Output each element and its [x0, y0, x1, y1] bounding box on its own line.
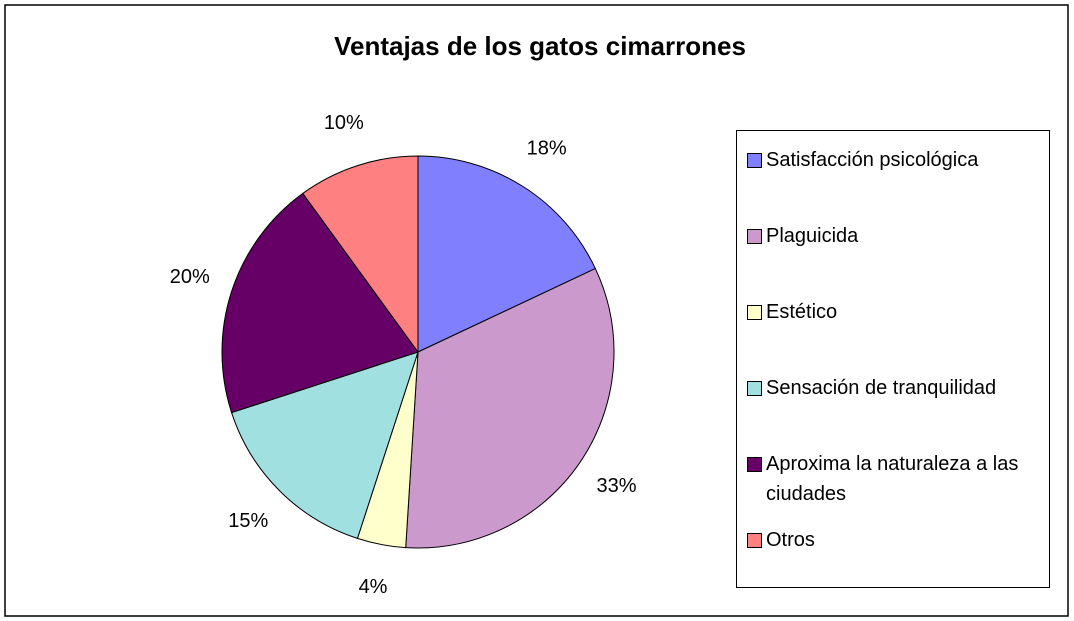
legend-item: Plaguicida: [747, 221, 1041, 297]
legend-swatch: [747, 533, 762, 548]
pie-slice: [302, 155, 419, 354]
legend-swatch: [747, 153, 762, 168]
legend-swatch: [747, 457, 762, 472]
pie-slice: [230, 351, 419, 540]
pie-slice: [221, 192, 419, 414]
legend-label: Aproxima la naturaleza a las ciudades: [766, 453, 1019, 505]
legend-label: Estético: [766, 301, 838, 323]
data-label: 4%: [359, 576, 388, 598]
legend-item: Otros: [747, 525, 1041, 601]
pie-slice: [417, 155, 597, 353]
legend-label: Otros: [766, 529, 815, 551]
legend-swatch: [747, 229, 762, 244]
legend-item: Satisfacción psicológica: [747, 145, 1041, 221]
legend-item: Aproxima la naturaleza a las ciudades: [747, 449, 1041, 525]
legend-label: Satisfacción psicológica: [766, 149, 979, 171]
legend-label: Plaguicida: [766, 225, 859, 247]
legend-item: Estético: [747, 297, 1041, 373]
data-label: 20%: [170, 266, 210, 288]
legend-swatch: [747, 305, 762, 320]
data-label: 33%: [596, 475, 636, 497]
legend-label: Sensación de tranquilidad: [766, 377, 997, 399]
legend-swatch: [747, 381, 762, 396]
chart-title: Ventajas de los gatos cimarrones: [334, 31, 746, 61]
legend-item: Sensación de tranquilidad: [747, 373, 1041, 449]
data-label: 15%: [228, 510, 268, 532]
data-label: 10%: [324, 112, 364, 134]
data-label: 18%: [527, 138, 567, 160]
legend: Satisfacción psicológica Plaguicida Estéti…: [736, 130, 1050, 588]
pie-slice: [405, 267, 615, 549]
